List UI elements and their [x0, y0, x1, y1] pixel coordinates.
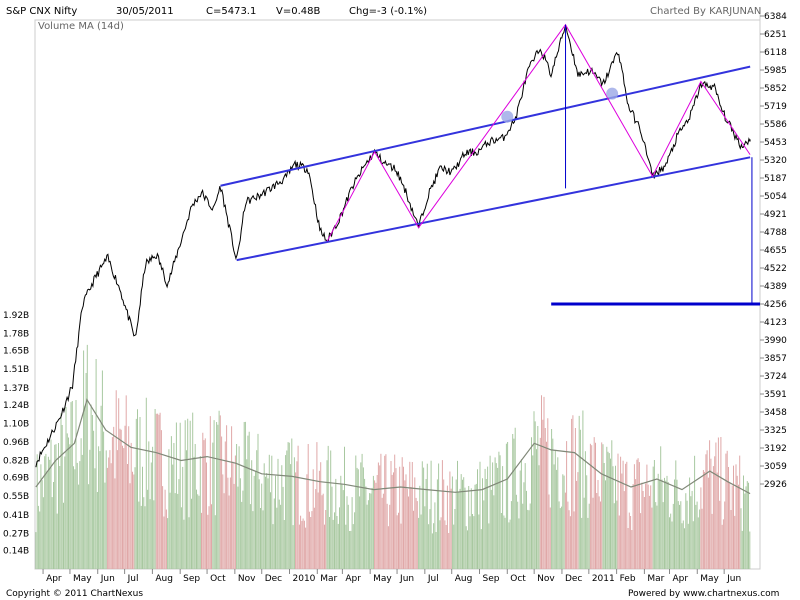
x-tick-label: Dec — [265, 574, 282, 584]
price-tick-label: 4921 — [764, 210, 787, 220]
price-tick-label: 5054 — [764, 192, 787, 202]
x-tick-label: May — [373, 574, 392, 584]
plot-frame — [34, 19, 761, 570]
axes: 6384 6251 6118 5985 5852 5719 5586 5453 5320 5187… — [3, 12, 787, 584]
price-series — [35, 26, 751, 468]
x-tick-label: Mar — [320, 574, 337, 584]
x-tick-label: Sep — [183, 574, 200, 584]
volume-tick-label: 1.37B — [3, 384, 29, 394]
volume-tick-label: 0.14B — [3, 546, 29, 556]
x-tick-label: Oct — [210, 574, 226, 584]
price-tick-label: 5453 — [764, 138, 787, 148]
x-tick-label: Jun — [726, 574, 741, 584]
price-tick-label: 4256 — [764, 300, 787, 310]
volume-ma-label: Volume MA (14d) — [38, 21, 124, 32]
volume-tick-label: 1.92B — [3, 311, 29, 321]
x-tick-label: 2010 — [293, 574, 316, 584]
channel-line-lower — [236, 156, 751, 262]
x-tick-label: Aug — [155, 574, 173, 584]
x-tick-label: Apr — [345, 574, 361, 584]
x-tick-label: 2011 — [592, 574, 615, 584]
price-tick-label: 5187 — [764, 174, 787, 184]
price-tick-label: 6251 — [764, 30, 787, 40]
pivot-marker — [606, 87, 619, 100]
price-tick-label: 5719 — [764, 102, 787, 112]
price-tick-label: 5852 — [764, 84, 787, 94]
volume-tick-label: 0.55B — [3, 492, 29, 502]
price-tick-label: 4655 — [764, 246, 787, 256]
x-tick-label: May — [700, 574, 719, 584]
trend-annotations — [220, 23, 760, 306]
price-tick-label: 4788 — [764, 228, 787, 238]
x-tick-label: Jul — [127, 574, 139, 584]
price-tick-label: 5320 — [764, 156, 787, 166]
x-tick-label: Nov — [537, 574, 555, 584]
date-label: 30/05/2011 — [116, 6, 174, 17]
price-tick-label: 5985 — [764, 66, 787, 76]
price-tick-label: 3325 — [764, 426, 787, 436]
price-tick-label: 3192 — [764, 444, 787, 454]
volume-tick-label: 1.51B — [3, 365, 29, 375]
volume-ma-line — [35, 398, 751, 495]
price-tick-label: 3724 — [764, 372, 787, 382]
price-tick-label: 2926 — [764, 480, 787, 490]
x-tick-label: Dec — [565, 574, 582, 584]
price-tick-label: 4389 — [764, 282, 787, 292]
volume-tick-label: 1.78B — [3, 330, 29, 340]
close-label: C=5473.1 — [206, 6, 256, 17]
volume-tick-label: 0.69B — [3, 474, 29, 484]
price-tick-label: 6118 — [764, 48, 787, 58]
volume-tick-label: 1.65B — [3, 347, 29, 357]
x-tick-label: Jun — [100, 574, 115, 584]
price-tick-label: 4522 — [764, 264, 787, 274]
price-tick-label: 3990 — [764, 336, 787, 346]
price-tick-label: 3857 — [764, 354, 787, 364]
price-line — [35, 26, 751, 468]
volume-tick-label: 0.41B — [3, 511, 29, 521]
copyright-label: Copyright © 2011 ChartNexus — [6, 589, 143, 599]
price-tick-label: 5586 — [764, 120, 787, 130]
x-tick-label: Mar — [647, 574, 664, 584]
price-tick-label: 3458 — [764, 408, 787, 418]
x-tick-label: Nov — [238, 574, 256, 584]
volume-tick-label: 1.10B — [3, 419, 29, 429]
x-tick-label: May — [73, 574, 92, 584]
volume-label: V=0.48B — [276, 6, 320, 17]
charted-by-label: Charted By KARJUNAN — [650, 6, 761, 17]
volume-tick-label: 1.24B — [3, 401, 29, 411]
x-tick-label: Oct — [510, 574, 526, 584]
price-tick-label: 3059 — [764, 462, 787, 472]
change-label: Chg=-3 (-0.1%) — [349, 6, 427, 17]
x-tick-label: Feb — [620, 574, 636, 584]
price-tick-label: 4123 — [764, 318, 787, 328]
channel-line-upper — [220, 65, 751, 187]
x-tick-label: Jul — [427, 574, 439, 584]
price-tick-label: 3591 — [764, 390, 787, 400]
volume-tick-label: 0.96B — [3, 438, 29, 448]
volume-bars — [35, 344, 751, 569]
x-tick-label: Sep — [482, 574, 499, 584]
volume-tick-label: 0.27B — [3, 529, 29, 539]
x-tick-label: Apr — [46, 574, 62, 584]
x-tick-label: Apr — [672, 574, 688, 584]
pivot-marker — [501, 110, 514, 123]
x-tick-label: Aug — [455, 574, 473, 584]
volume-tick-label: 0.82B — [3, 457, 29, 467]
powered-by-label: Powered by www.chartnexus.com — [628, 589, 779, 599]
volume-ma-series — [35, 398, 751, 495]
symbol-label: S&P CNX Nifty — [6, 6, 77, 17]
price-tick-label: 6384 — [764, 12, 787, 22]
x-tick-label: Jun — [399, 574, 414, 584]
